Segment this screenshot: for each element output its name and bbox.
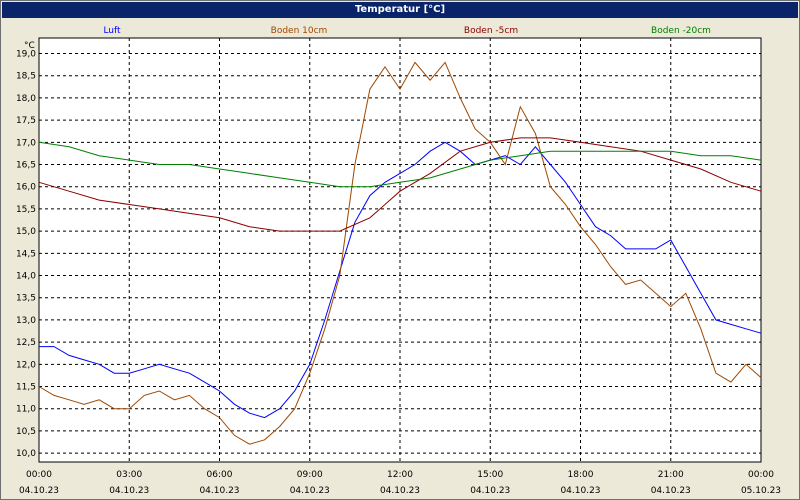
legend-entry: Boden 10cm — [271, 26, 328, 36]
legend-entry: Luft — [103, 26, 121, 36]
series-lines — [38, 61, 762, 445]
x-axis-ticks: 00:00 04.10.23 03:00 04.10.23 06:00 04.10.23 0… — [19, 470, 781, 496]
x-tick-date: 04.10.23 — [290, 486, 330, 496]
y-tick-label: 14,5 — [16, 249, 36, 259]
y-tick-label: 15,0 — [16, 227, 36, 237]
y-tick-label: 15,5 — [16, 205, 36, 215]
x-tick-date: 04.10.23 — [380, 486, 420, 496]
x-tick-time: 09:00 — [297, 470, 323, 480]
x-tick-time: 18:00 — [568, 470, 594, 480]
x-tick-time: 00:00 — [26, 470, 52, 480]
y-tick-label: 10,5 — [16, 427, 36, 437]
y-tick-label: 16,5 — [16, 161, 36, 171]
y-tick-label: 17,0 — [16, 138, 36, 148]
x-tick-date: 04.10.23 — [470, 486, 510, 496]
y-tick-label: 16,0 — [16, 183, 36, 193]
y-tick-label: 13,5 — [16, 294, 36, 304]
y-axis-ticks: 10,0 10,5 11,0 11,5 12,0 12,5 13,0 13,5 14,0 14,5… — [16, 50, 36, 460]
series-line-2 — [38, 61, 762, 445]
x-tick-time: 03:00 — [116, 470, 142, 480]
y-tick-label: 19,0 — [16, 50, 36, 60]
y-tick-label: 10,0 — [16, 449, 36, 459]
y-tick-label: 12,5 — [16, 338, 36, 348]
x-tick-date: 04.10.23 — [19, 486, 59, 496]
series-line-4 — [38, 141, 762, 188]
chart-title: Temperatur [°C] — [2, 2, 798, 18]
legend-entry: Boden -5cm — [464, 26, 518, 36]
legend-entry: Boden -20cm — [651, 26, 711, 36]
y-tick-label: 11,5 — [16, 383, 36, 393]
series-line-1 — [39, 141, 762, 419]
x-tick-time: 06:00 — [207, 470, 233, 480]
y-tick-label: 18,5 — [16, 72, 36, 82]
y-tick-label: 17,5 — [16, 116, 36, 126]
y-tick-label: 18,0 — [16, 94, 36, 104]
y-tick-label: 12,0 — [16, 360, 36, 370]
x-tick-time: 21:00 — [658, 470, 684, 480]
y-tick-label: 13,0 — [16, 316, 36, 326]
y-tick-label: 11,0 — [16, 405, 36, 415]
y-axis-unit: °C — [24, 41, 35, 51]
x-tick-date: 04.10.23 — [651, 486, 691, 496]
x-tick-time: 00:00 — [748, 470, 774, 480]
x-tick-date: 04.10.23 — [199, 486, 239, 496]
x-tick-date: 04.10.23 — [109, 486, 149, 496]
x-tick-time: 12:00 — [387, 470, 413, 480]
x-tick-date: 05.10.23 — [741, 486, 781, 496]
legend: Luft Boden 10cm Boden -5cm Boden -20cm — [103, 26, 711, 36]
x-tick-date: 04.10.23 — [560, 486, 600, 496]
y-tick-label: 14,0 — [16, 272, 36, 282]
x-tick-time: 15:00 — [477, 470, 503, 480]
grid — [39, 38, 761, 462]
